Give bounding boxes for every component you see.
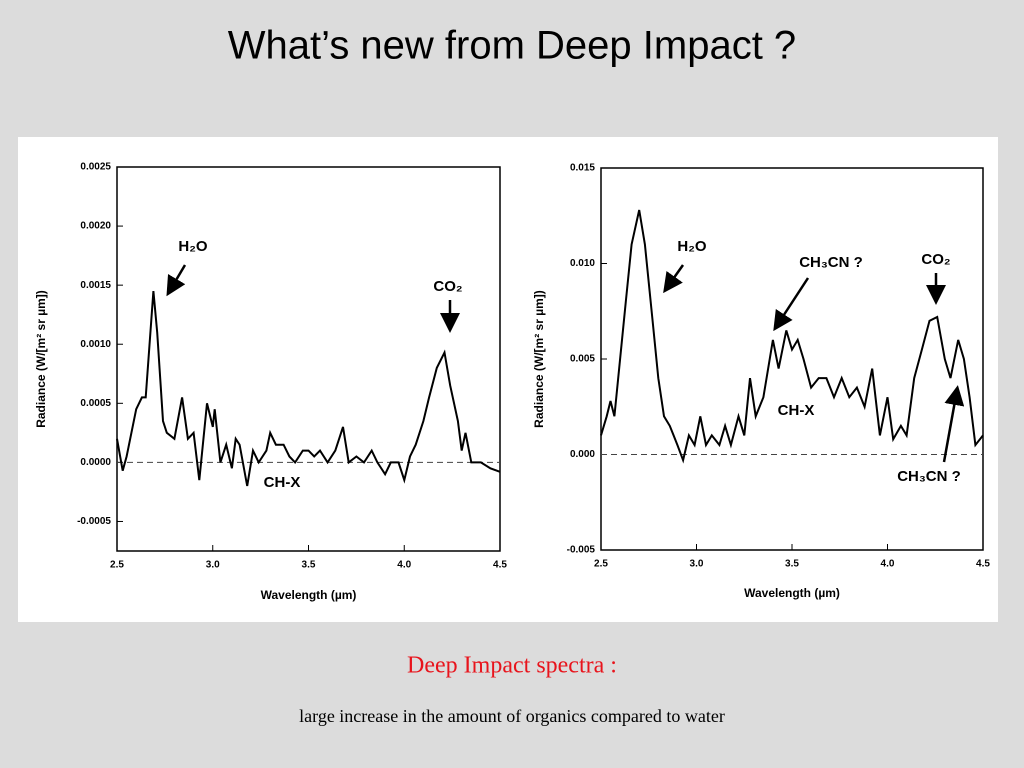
x-axis-label: Wavelength (µm) [261,588,357,602]
annotation-arrow [663,264,685,294]
y-tick-label: 0.0010 [80,339,111,350]
annotation: CH₃CN ? [897,468,961,485]
y-tick-label: 0.005 [570,354,595,365]
annotation: CH₃CN ? [799,254,863,271]
x-tick-label: 4.5 [976,559,990,570]
annotation-arrow [773,277,810,332]
figure-panel [18,137,998,622]
x-tick-label: 3.0 [690,559,704,570]
y-tick-label: 0.0000 [80,457,111,468]
y-tick-label: 0.000 [570,449,595,460]
x-tick-label: 4.0 [881,559,895,570]
x-tick-label: 3.0 [206,560,220,571]
y-tick-label: 0.0025 [80,162,111,173]
annotation: CH-X [778,402,815,419]
y-tick-label: 0.0005 [80,398,111,409]
y-axis-label: Radiance (W/[m² sr µm]) [34,290,48,428]
annotation: CO₂ [433,278,462,295]
annotation-arrow [942,385,965,463]
y-tick-label: 0.010 [570,258,595,269]
x-tick-label: 3.5 [785,559,799,570]
subcaption: large increase in the amount of organics… [299,706,725,726]
spectrum-line [116,291,501,487]
caption: Deep Impact spectra : [407,653,617,679]
x-tick-label: 4.5 [493,560,507,571]
x-tick-label: 3.5 [302,560,316,571]
y-tick-label: -0.0005 [77,516,111,527]
y-tick-label: 0.0020 [80,221,111,232]
x-axis-label: Wavelength (µm) [744,586,840,600]
annotation: H₂O [178,238,207,255]
x-tick-label: 4.0 [397,560,411,571]
annotation-arrow [166,264,187,297]
spectrum-line [600,209,984,464]
y-tick-label: 0.0015 [80,280,111,291]
y-tick-label: -0.005 [567,545,596,556]
x-tick-label: 2.5 [110,560,124,571]
x-tick-label: 2.5 [594,559,608,570]
annotation: CH-X [264,474,301,491]
y-tick-label: 0.015 [570,163,595,174]
y-axis-label: Radiance (W/[m² sr µm]) [532,290,546,428]
annotation: H₂O [677,238,706,255]
annotation: CO₂ [921,251,950,268]
slide-title: What’s new from Deep Impact ? [228,24,796,68]
